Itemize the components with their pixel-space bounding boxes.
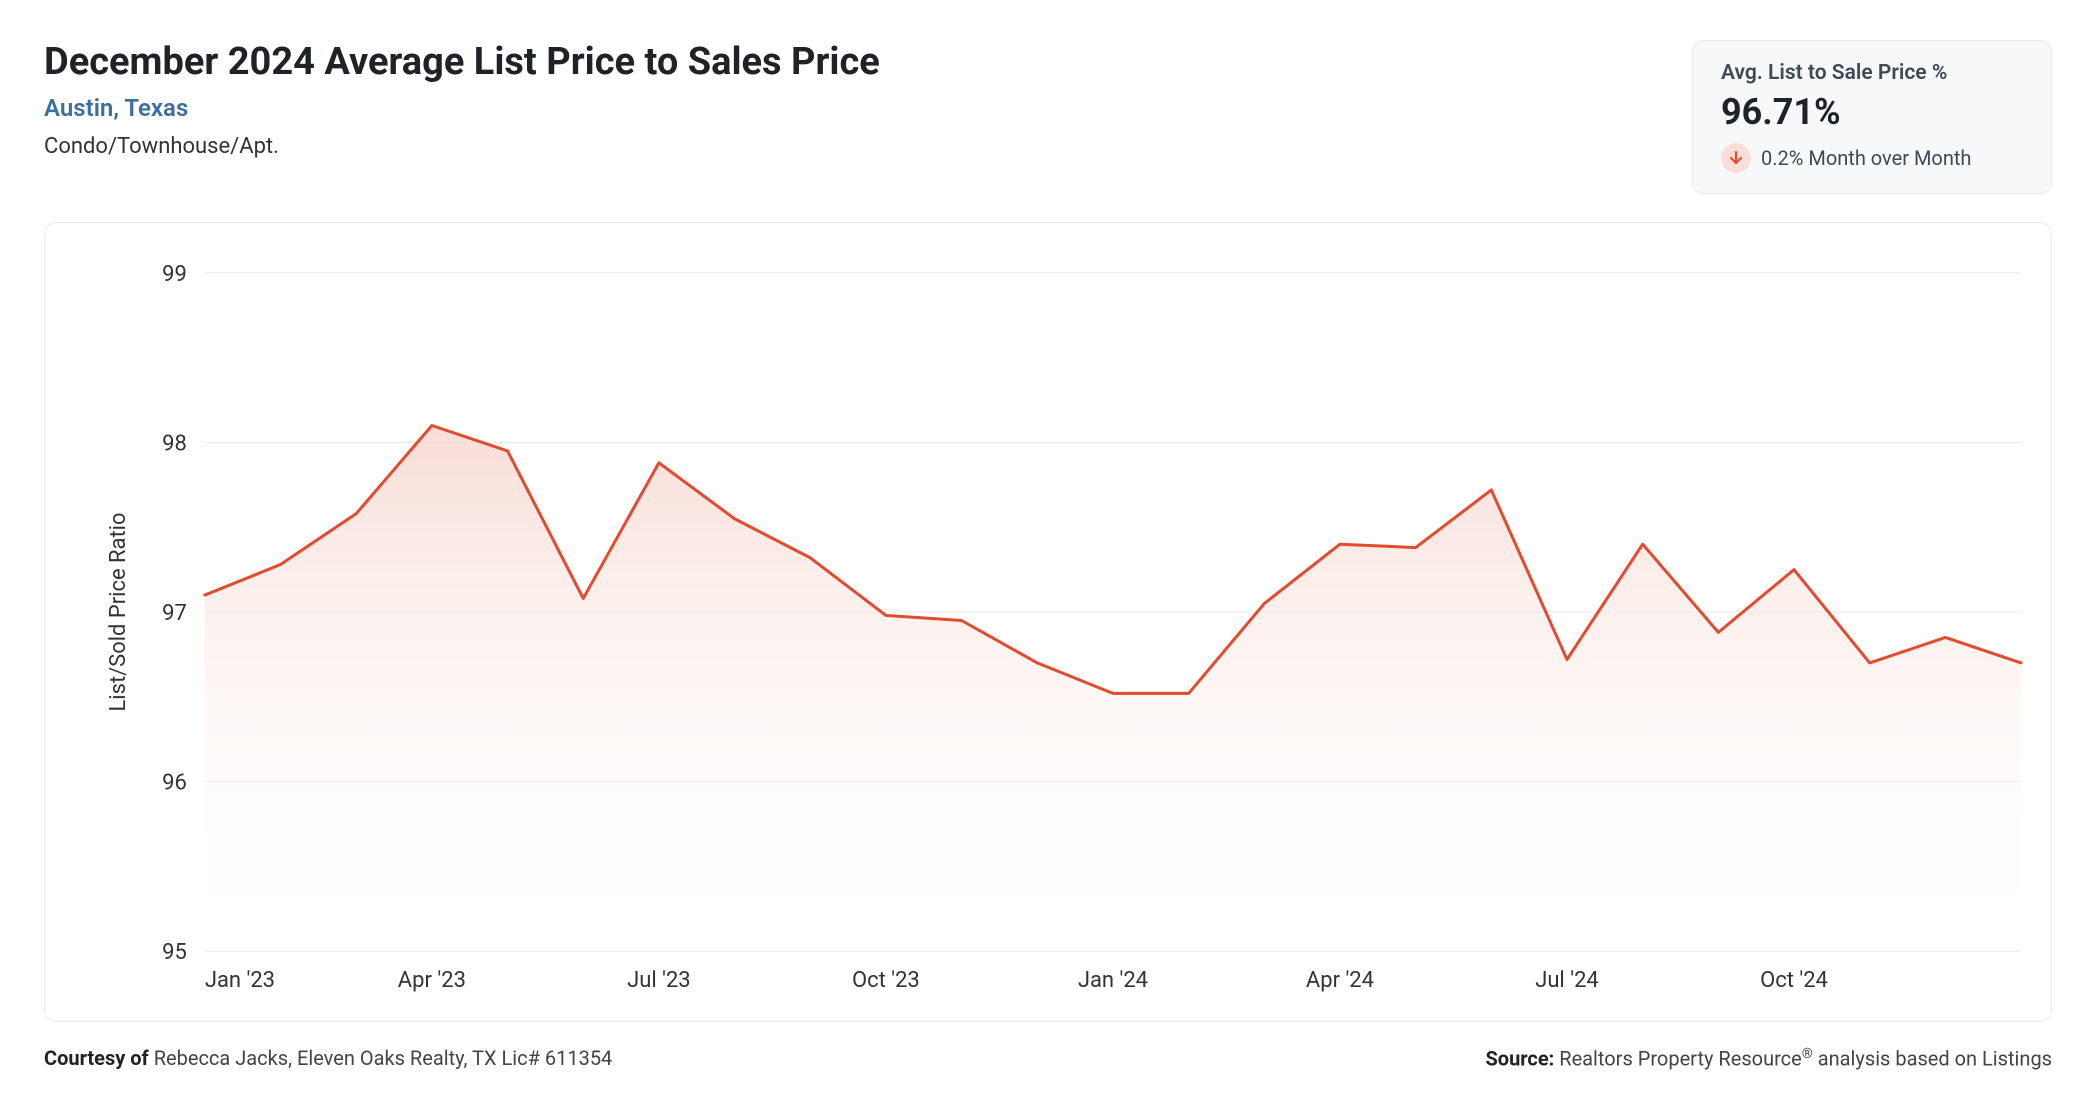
svg-text:Apr '23: Apr '23 xyxy=(398,968,466,993)
footer-source: Source: Realtors Property Resource® anal… xyxy=(1485,1046,2052,1071)
svg-text:98: 98 xyxy=(162,431,187,456)
stat-value: 96.71% xyxy=(1721,91,2023,133)
source-label: Source: xyxy=(1485,1047,1554,1071)
svg-text:Jan '24: Jan '24 xyxy=(1078,968,1148,993)
area-chart: 95 96 97 98 99 List/Sold Price Ratio Jan '23 Ap… xyxy=(45,223,2051,1021)
svg-text:99: 99 xyxy=(162,262,187,287)
courtesy-text: Rebecca Jacks, Eleven Oaks Realty, TX Li… xyxy=(154,1046,613,1070)
courtesy-label: Courtesy of xyxy=(44,1046,149,1070)
svg-text:95: 95 xyxy=(162,940,187,965)
footer-courtesy: Courtesy of Rebecca Jacks, Eleven Oaks R… xyxy=(44,1046,612,1071)
property-type: Condo/Townhouse/Apt. xyxy=(44,134,1692,159)
source-text-post: analysis based on Listings xyxy=(1813,1047,2052,1071)
footer-row: Courtesy of Rebecca Jacks, Eleven Oaks R… xyxy=(44,1046,2052,1071)
svg-text:Oct '24: Oct '24 xyxy=(1760,968,1828,993)
stat-delta-text: 0.2% Month over Month xyxy=(1761,146,1971,170)
svg-text:List/Sold Price Ratio: List/Sold Price Ratio xyxy=(106,513,131,712)
svg-text:97: 97 xyxy=(162,601,187,626)
stat-card: Avg. List to Sale Price % 96.71% 0.2% Mo… xyxy=(1692,40,2052,194)
svg-text:96: 96 xyxy=(162,771,187,796)
title-block: December 2024 Average List Price to Sale… xyxy=(44,40,1692,159)
arrow-down-svg xyxy=(1728,150,1744,166)
header-row: December 2024 Average List Price to Sale… xyxy=(44,40,2052,194)
registered-mark: ® xyxy=(1802,1046,1813,1062)
report-title: December 2024 Average List Price to Sale… xyxy=(44,40,1692,84)
svg-text:Jul '24: Jul '24 xyxy=(1535,968,1599,993)
chart-card: 95 96 97 98 99 List/Sold Price Ratio Jan '23 Ap… xyxy=(44,222,2052,1022)
svg-text:Jan '23: Jan '23 xyxy=(205,968,275,993)
stat-delta: 0.2% Month over Month xyxy=(1721,143,2023,173)
arrow-down-icon xyxy=(1721,143,1751,173)
svg-text:Jul '23: Jul '23 xyxy=(627,968,691,993)
svg-text:Oct '23: Oct '23 xyxy=(852,968,920,993)
svg-text:Apr '24: Apr '24 xyxy=(1306,968,1374,993)
stat-label: Avg. List to Sale Price % xyxy=(1721,61,2023,85)
source-text-pre: Realtors Property Resource xyxy=(1559,1047,1802,1071)
report-container: December 2024 Average List Price to Sale… xyxy=(0,0,2096,1100)
report-location: Austin, Texas xyxy=(44,94,1692,122)
